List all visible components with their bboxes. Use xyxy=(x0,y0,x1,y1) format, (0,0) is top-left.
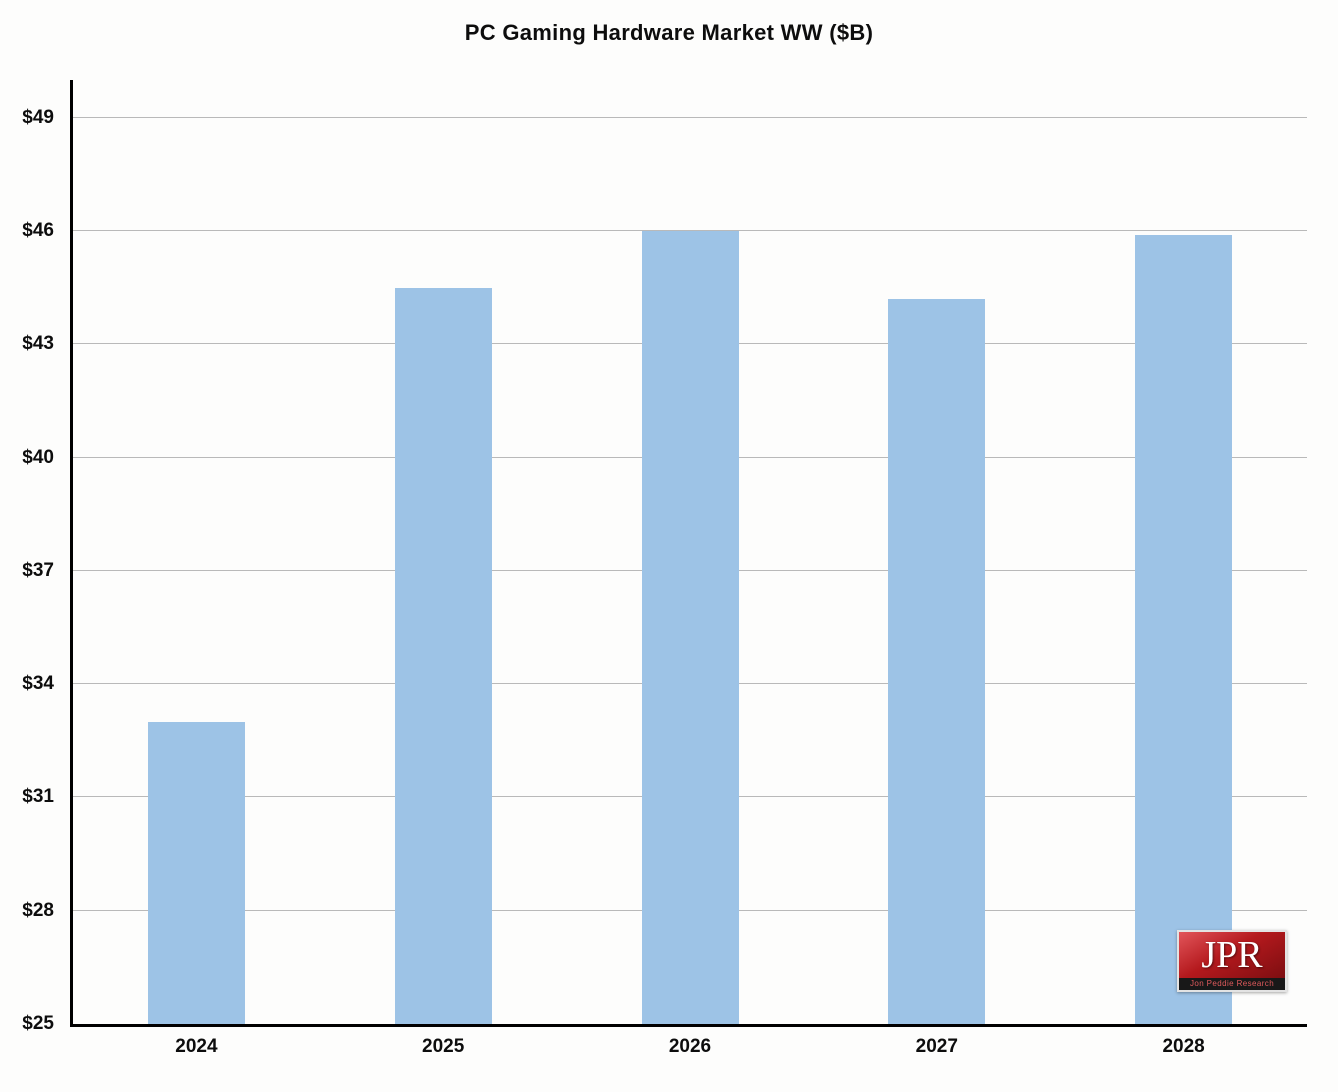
bar-2028 xyxy=(1135,234,1233,1024)
jpr-logo-subtext: Jon Peddie Research xyxy=(1179,978,1285,990)
y-tick-label: $25 xyxy=(22,1013,54,1034)
y-axis-labels: $25 $28 $31 $34 $37 $40 $43 $46 $49 xyxy=(0,80,62,1033)
y-tick-label: $49 xyxy=(22,106,54,128)
chart-title: PC Gaming Hardware Market WW ($B) xyxy=(464,20,874,45)
jpr-logo-text: JPR xyxy=(1179,932,1285,978)
x-tick-label: 2026 xyxy=(668,1036,712,1057)
gridline xyxy=(73,116,1307,118)
bar-2024 xyxy=(147,721,245,1024)
plot-area: JPR Jon Peddie Research xyxy=(70,80,1307,1027)
x-tick-label: 2025 xyxy=(422,1036,465,1057)
x-tick-label: 2028 xyxy=(1162,1036,1205,1057)
gridline xyxy=(73,230,1307,232)
bar-2027 xyxy=(888,299,986,1024)
bar-2026 xyxy=(641,231,739,1024)
jpr-logo: JPR Jon Peddie Research xyxy=(1177,930,1287,992)
y-tick-label: $37 xyxy=(22,559,54,581)
bar-2025 xyxy=(394,287,492,1024)
y-tick-label: $46 xyxy=(22,220,54,242)
x-tick-label: 2024 xyxy=(175,1036,218,1057)
y-tick-label: $28 xyxy=(22,899,54,921)
y-tick-label: $31 xyxy=(22,786,54,808)
x-axis-labels: 2024 2025 2026 2027 2028 xyxy=(73,1036,1307,1070)
y-tick-label: $43 xyxy=(22,333,54,355)
x-tick-label: 2027 xyxy=(915,1036,958,1057)
y-tick-label: $34 xyxy=(22,673,54,695)
y-tick-label: $40 xyxy=(22,446,54,468)
